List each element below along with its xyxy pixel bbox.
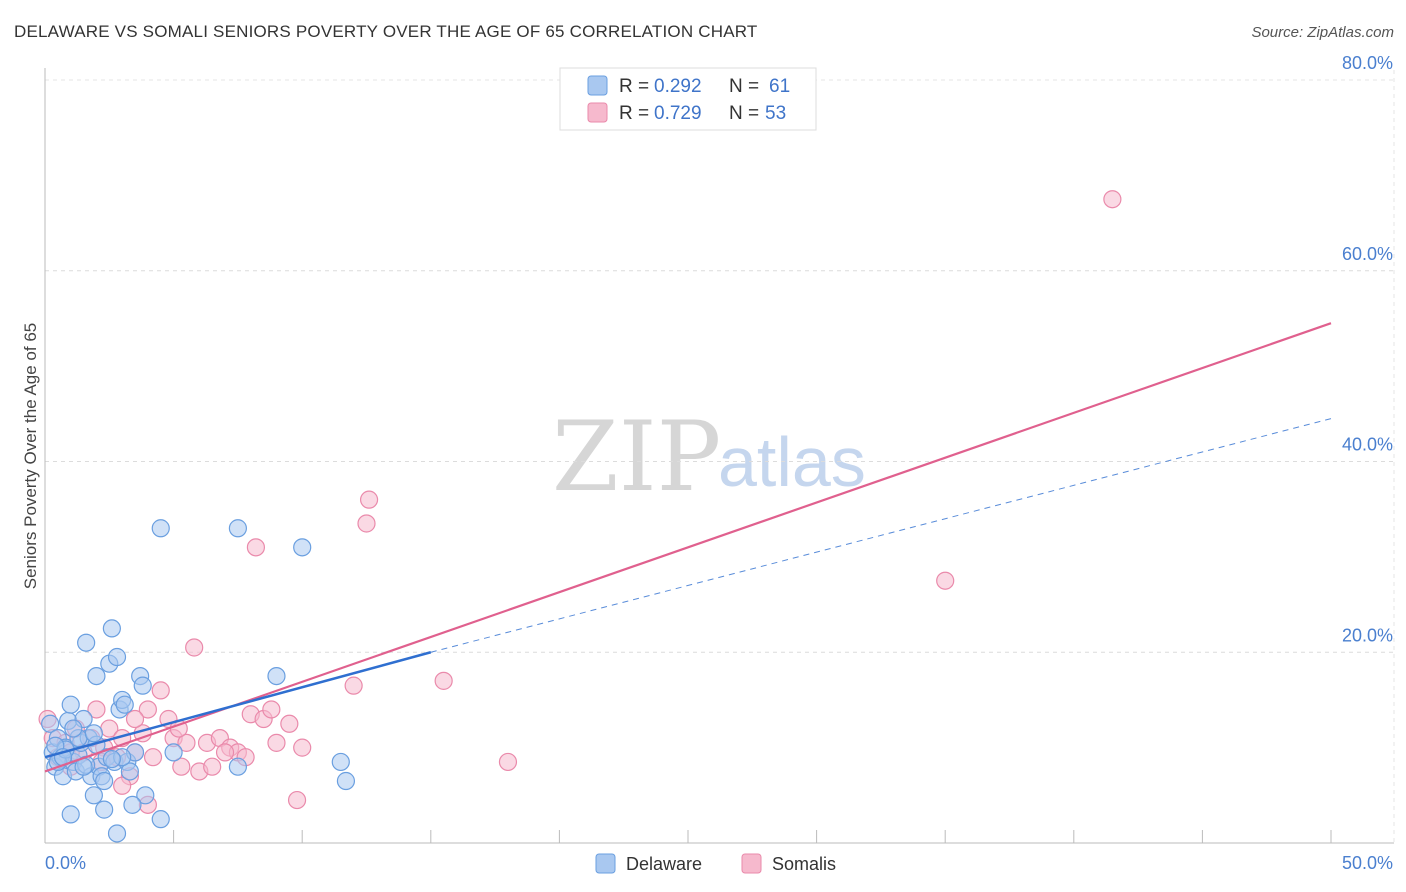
y-axis-label: Seniors Poverty Over the Age of 65 (21, 323, 40, 589)
series-legend: Delaware Somalis (595, 853, 836, 874)
delaware-point (95, 800, 114, 819)
chart-title: DELAWARE VS SOMALI SENIORS POVERTY OVER … (14, 22, 758, 41)
somalis-point (498, 752, 518, 772)
somalis-point (87, 700, 106, 719)
legend-r-value-delaware: 0.292 (654, 76, 702, 97)
delaware-point (87, 666, 106, 686)
somalis-point (172, 757, 191, 776)
bottom-legend-swatch-somalis (741, 853, 762, 874)
delaware-point (95, 771, 114, 791)
watermark-zip: ZIP (552, 401, 721, 513)
delaware-point (228, 757, 247, 776)
delaware-point (84, 786, 103, 805)
delaware-point (267, 666, 286, 686)
somalis-trend-line (44, 322, 1332, 773)
somalis-point (138, 700, 157, 719)
delaware-point (133, 676, 152, 695)
delaware-point (102, 749, 121, 769)
somalis-point (151, 681, 170, 700)
delaware-point (61, 805, 80, 824)
bottom-legend-swatch-delaware (595, 853, 616, 874)
delaware-point (102, 619, 121, 638)
correlation-legend: R = 0.292 N = 61 R = 0.729 N = 53 (559, 67, 817, 131)
delaware-point (77, 633, 96, 652)
legend-r-value-somalis: 0.729 (654, 103, 702, 124)
legend-swatch-delaware (587, 75, 608, 96)
bottom-legend-label-delaware: Delaware (626, 854, 702, 874)
delaware-point (64, 719, 83, 738)
y-tick-label: 80.0% (1342, 53, 1393, 73)
somalis-point (177, 733, 196, 752)
somalis-point (344, 676, 363, 695)
delaware-point (293, 538, 312, 557)
somalis-point (215, 743, 235, 762)
delaware-trend-line (44, 651, 432, 759)
delaware-point (151, 519, 170, 538)
source-label: Source: ZipAtlas.com (1251, 24, 1394, 41)
somalis-point (203, 757, 222, 776)
delaware-point (136, 786, 155, 805)
legend-swatch-somalis (587, 102, 608, 123)
legend-r-label-somalis: R = (619, 103, 649, 124)
delaware-point (115, 695, 134, 714)
somalis-point (359, 490, 379, 509)
delaware-point (107, 824, 127, 843)
delaware-points (41, 519, 356, 843)
somalis-point (287, 790, 307, 810)
somalis-point (113, 776, 132, 795)
x-tick-label: 50.0% (1342, 853, 1393, 873)
somalis-point (293, 738, 312, 757)
somalis-point (267, 733, 286, 752)
y-tick-label: 40.0% (1342, 435, 1393, 455)
delaware-point (107, 647, 127, 667)
delaware-point (331, 752, 350, 772)
somalis-point (125, 709, 145, 729)
somalis-point (262, 700, 281, 719)
delaware-point (336, 771, 356, 791)
legend-n-value-delaware: 61 (769, 76, 790, 97)
bottom-legend-label-somalis: Somalis (772, 854, 836, 874)
y-tick-label: 60.0% (1342, 244, 1393, 264)
y-tick-label: 20.0% (1342, 625, 1393, 645)
delaware-point (84, 724, 103, 743)
delaware-trend-extension (430, 418, 1332, 653)
delaware-point (123, 795, 142, 814)
somalis-point (246, 538, 266, 557)
delaware-point (120, 762, 139, 781)
trend-lines (44, 322, 1332, 773)
somalis-point (1103, 190, 1122, 209)
somalis-point (280, 714, 299, 733)
somalis-point (434, 671, 453, 690)
somalis-point (936, 571, 955, 590)
delaware-point (164, 743, 183, 762)
delaware-point (41, 714, 60, 733)
legend-r-label-delaware: R = (619, 76, 649, 97)
legend-n-label-delaware: N = (729, 76, 759, 97)
legend-n-label-somalis: N = (729, 103, 759, 124)
somalis-point (185, 638, 204, 657)
x-tick-label: 0.0% (45, 853, 86, 873)
delaware-point (61, 695, 80, 714)
delaware-point (151, 810, 170, 829)
legend-n-value-somalis: 53 (765, 103, 786, 124)
delaware-point (228, 519, 247, 538)
somalis-point (143, 748, 163, 767)
somalis-point (357, 514, 376, 533)
